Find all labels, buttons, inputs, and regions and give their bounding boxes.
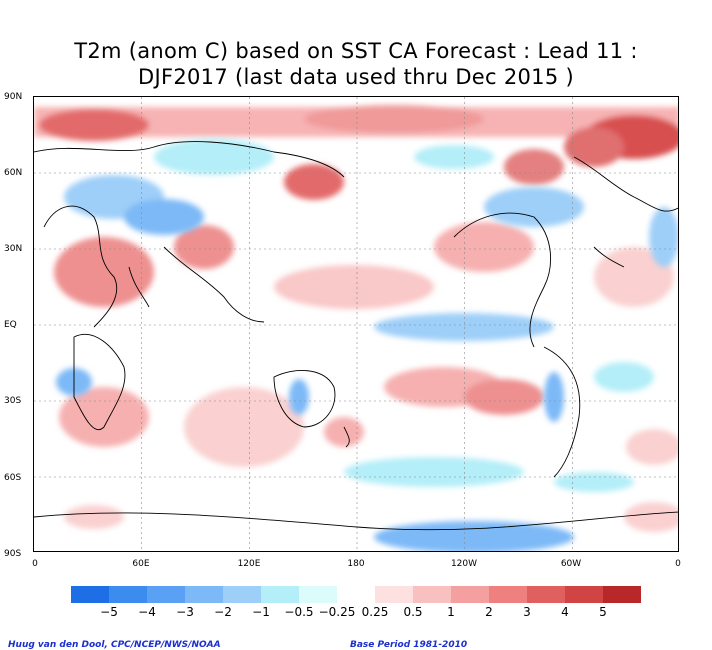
colorbar-label: 1: [447, 605, 455, 619]
lon-label-0: 0: [32, 559, 38, 569]
lat-label-60s: 60S: [4, 473, 22, 483]
lat-label-90s: 90S: [4, 549, 22, 559]
colorbar-swatch: [223, 586, 261, 603]
map-title-line-1: T2m (anom C) based on SST CA Forecast : …: [74, 39, 638, 63]
credit-base-period: Base Period 1981-2010: [350, 640, 468, 650]
lat-label-60n: 60N: [4, 168, 23, 178]
map-title-line-2: DJF2017 (last data used thru Dec 2015 ): [138, 65, 574, 89]
lat-label-30s: 30S: [4, 396, 22, 406]
colorbar-label: −0.25: [318, 605, 356, 619]
colorbar-label: 4: [561, 605, 569, 619]
colorbar-swatch: [71, 586, 109, 603]
lon-label-0-east: 0: [675, 559, 681, 569]
lon-label-180: 180: [347, 559, 365, 569]
colorbar-swatch: [413, 586, 451, 603]
colorbar-swatch: [109, 586, 147, 603]
lon-label-120e: 120E: [237, 559, 261, 569]
colorbar-swatch: [489, 586, 527, 603]
lat-label-90n: 90N: [4, 92, 23, 102]
anomaly-map-svg: [34, 97, 678, 551]
cold-anomaly-regions: [56, 139, 678, 551]
warm-anomaly-regions: [34, 105, 678, 532]
colorbar-label: −2: [214, 605, 232, 619]
lat-label-30n: 30N: [4, 244, 23, 254]
colorbar: [71, 586, 641, 603]
lon-label-60w: 60W: [560, 559, 582, 569]
colorbar-swatch: [603, 586, 641, 603]
coastlines: [34, 141, 678, 531]
colorbar-label: −5: [100, 605, 118, 619]
colorbar-label: −3: [176, 605, 194, 619]
colorbar-swatch: [185, 586, 223, 603]
colorbar-label: 5: [599, 605, 607, 619]
colorbar-swatch: [261, 586, 299, 603]
colorbar-swatch: [565, 586, 603, 603]
colorbar-swatch: [451, 586, 489, 603]
colorbar-label: −0.5: [284, 605, 314, 619]
colorbar-label: −4: [138, 605, 156, 619]
colorbar-label: −1: [252, 605, 270, 619]
colorbar-label: 0.5: [403, 605, 423, 619]
colorbar-swatch: [337, 586, 375, 603]
colorbar-swatch: [147, 586, 185, 603]
lon-label-120w: 120W: [450, 559, 478, 569]
colorbar-label: 3: [523, 605, 531, 619]
colorbar-label: 2: [485, 605, 493, 619]
colorbar-swatch: [375, 586, 413, 603]
colorbar-swatch: [527, 586, 565, 603]
map-gridlines: [34, 97, 678, 551]
colorbar-label: 0.25: [361, 605, 389, 619]
credit-author: Huug van den Dool, CPC/NCEP/NWS/NOAA: [8, 640, 221, 650]
lon-label-60e: 60E: [132, 559, 150, 569]
colorbar-swatch: [299, 586, 337, 603]
lat-label-eq: EQ: [4, 320, 17, 330]
anomaly-map: [33, 96, 679, 552]
